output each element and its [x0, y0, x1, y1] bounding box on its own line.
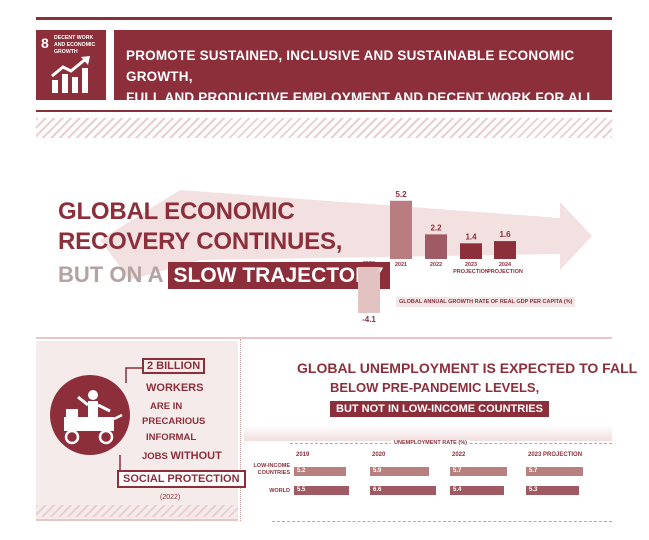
gdp-category-label: 2021	[395, 262, 407, 268]
two-billion-badge: 2 BILLION	[142, 358, 206, 374]
vertical-separator	[240, 339, 241, 521]
gdp-bar	[425, 234, 447, 259]
gdp-category-label: PROJECTION	[453, 269, 489, 275]
social-protection-badge: SOCIAL PROTECTION	[117, 470, 246, 488]
gdp-bar	[460, 243, 482, 259]
row-label-low-income: LOW-INCOME COUNTRIES	[250, 463, 290, 477]
workers-hatch	[36, 505, 238, 517]
gdp-bar	[494, 241, 516, 259]
ue-value: 5.7	[453, 468, 462, 474]
workers-line5: JOBS WITHOUT	[142, 450, 222, 462]
top-rule	[36, 17, 612, 20]
ue-value: 5.2	[297, 468, 306, 474]
gdp-category-label: 2024	[499, 262, 512, 268]
unemployment-headline-line2: BELOW PRE-PANDEMIC LEVELS,	[330, 380, 540, 395]
ue-year-2022: 2022	[452, 452, 466, 458]
ue-value: 5.3	[529, 487, 538, 493]
gdp-value-label: 1.6	[499, 230, 511, 239]
ue-year-2019: 2019	[296, 452, 310, 458]
vendor-circle	[50, 375, 130, 455]
without-word: WITHOUT	[170, 450, 222, 462]
gdp-bar	[390, 200, 412, 259]
sdg-tile: 8 DECENT WORK AND ECONOMIC GROWTH	[36, 30, 106, 100]
gdp-category-label: 2020	[363, 261, 375, 267]
header-underline	[36, 110, 612, 112]
growth-headline-line2: RECOVERY CONTINUES,	[58, 228, 343, 255]
gdp-value-label: 5.2	[395, 190, 407, 199]
growth-headline-prefix: BUT ON A	[58, 262, 164, 287]
gdp-category-label: 2022	[430, 262, 442, 268]
unemployment-gradient	[244, 425, 612, 441]
section-divider	[36, 337, 612, 339]
sdg-name: DECENT WORK AND ECONOMIC GROWTH	[54, 35, 96, 55]
gdp-value-label: 1.4	[465, 232, 477, 241]
ue-value: 5.4	[453, 487, 462, 493]
row-label-low-income-line2: COUNTRIES	[257, 470, 290, 476]
ue-bar-world-2023: 5.3	[526, 486, 579, 495]
workers-year: (2022)	[160, 494, 181, 501]
growth-chart-icon	[51, 56, 90, 93]
ue-year-2020: 2020	[372, 452, 386, 458]
growth-headline-line1: GLOBAL ECONOMIC	[58, 198, 295, 225]
workers-line2: ARE IN	[150, 401, 183, 412]
workers-line3: PRECARIOUS	[142, 416, 206, 427]
chart-caption: GLOBAL ANNUAL GROWTH RATE OF REAL GDP PE…	[396, 297, 576, 307]
jobs-word: JOBS	[142, 451, 168, 462]
gdp-value-label: 2.2	[430, 223, 442, 232]
gdp-bar	[358, 267, 380, 313]
bottom-rule-left	[36, 519, 238, 521]
hatch-band	[36, 118, 612, 138]
street-vendor-icon	[64, 390, 123, 445]
row-label-world: WORLD	[269, 488, 290, 494]
slow-trajectory-badge: SLOW TRAJECTORY	[167, 262, 390, 289]
ue-bar-lic-2023: 5.7	[526, 467, 583, 476]
goal-text-line2: FULL AND PRODUCTIVE EMPLOYMENT AND DECEN…	[126, 90, 595, 105]
ue-bar-world-2022: 5.4	[450, 486, 504, 495]
sdg-number: 8	[41, 35, 49, 51]
ue-value: 5.9	[373, 468, 382, 474]
bottom-dash-line	[272, 521, 612, 522]
gdp-category-label: 2023	[465, 262, 477, 268]
row-label-low-income-line1: LOW-INCOME	[253, 463, 290, 469]
workers-line4: INFORMAL	[146, 432, 197, 443]
background-arrow	[100, 190, 592, 280]
unemployment-headline-line1: GLOBAL UNEMPLOYMENT IS EXPECTED TO FALL	[297, 360, 638, 376]
ue-bar-lic-2022: 5.7	[450, 467, 507, 476]
unemployment-caption: UNEMPLOYMENT RATE (%)	[391, 440, 470, 446]
workers-word: WORKERS	[146, 382, 204, 394]
ue-value: 5.5	[297, 487, 306, 493]
ue-bar-world-2020: 6.6	[370, 486, 436, 495]
ue-bar-lic-2019: 5.2	[294, 467, 346, 476]
ue-year-2023: 2023 PROJECTION	[528, 452, 583, 458]
growth-headline-line3: BUT ON A SLOW TRAJECTORY	[58, 262, 390, 289]
ue-bar-lic-2020: 5.9	[370, 467, 429, 476]
goal-text-line1: PROMOTE SUSTAINED, INCLUSIVE AND SUSTAIN…	[126, 48, 575, 84]
ue-bar-world-2019: 5.5	[294, 486, 349, 495]
goal-banner: PROMOTE SUSTAINED, INCLUSIVE AND SUSTAIN…	[114, 30, 612, 105]
ue-value: 6.6	[373, 487, 382, 493]
gdp-category-label: PROJECTION	[487, 269, 523, 275]
ue-value: 5.7	[529, 468, 538, 474]
gdp-value-label: -4.1	[362, 315, 376, 324]
low-income-badge: BUT NOT IN LOW-INCOME COUNTRIES	[330, 401, 549, 417]
